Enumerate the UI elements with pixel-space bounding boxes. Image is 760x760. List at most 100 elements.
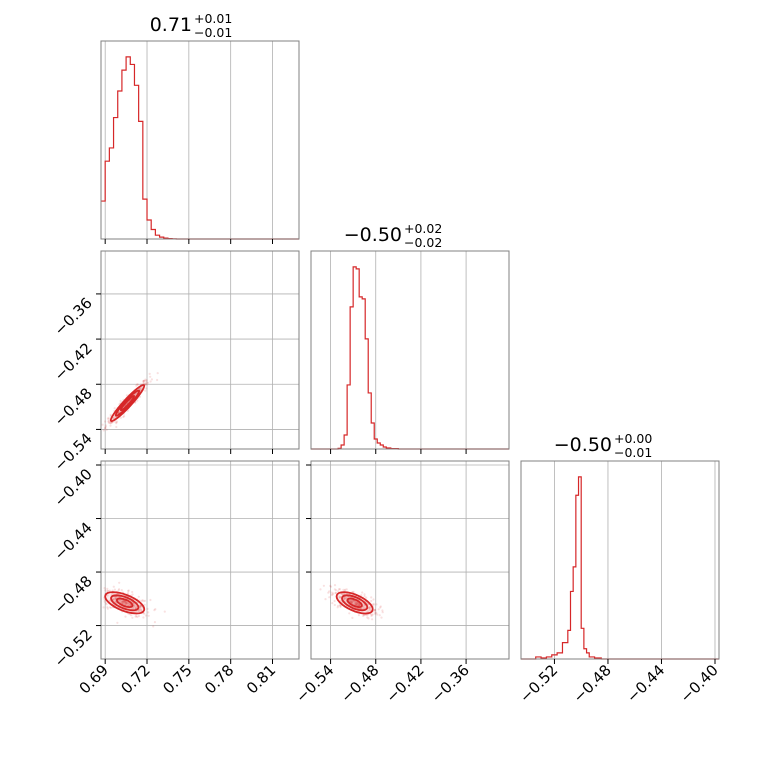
scatter-point <box>94 592 96 594</box>
scatter-point <box>343 597 346 600</box>
scatter-point <box>117 589 120 592</box>
scatter-point <box>104 426 107 430</box>
scatter-point <box>142 616 145 619</box>
scatter-point <box>107 416 110 419</box>
scatter-point <box>349 600 352 603</box>
scatter-point <box>142 382 145 385</box>
scatter-point <box>131 616 134 619</box>
scatter-point <box>143 612 146 615</box>
scatter-point <box>355 602 358 605</box>
scatter-point <box>140 599 143 603</box>
scatter-point <box>114 597 117 600</box>
scatter-point <box>328 596 331 599</box>
scatter-point <box>104 427 107 430</box>
scatter-point <box>143 599 147 602</box>
scatter-point <box>112 585 115 588</box>
scatter-point <box>142 379 145 382</box>
scatter-point <box>133 604 136 608</box>
x-tick-label: 0.72 <box>117 661 153 697</box>
scatter-point <box>131 590 134 594</box>
scatter-point <box>333 603 336 607</box>
scatter-point <box>137 615 140 618</box>
scatter-point <box>139 608 143 611</box>
scatter-point <box>105 602 108 605</box>
scatter-point <box>104 420 107 423</box>
scatter-point <box>371 618 374 621</box>
scatter-point <box>374 611 377 614</box>
scatter-point <box>120 600 123 604</box>
scatter-point <box>374 612 377 615</box>
scatter-point <box>98 594 100 596</box>
scatter-point <box>137 609 141 612</box>
scatter-point <box>319 588 322 591</box>
scatter-point <box>90 596 92 598</box>
scatter-point <box>349 600 352 604</box>
diagonal-title-plus: +0.01 <box>194 11 232 26</box>
scatter-point <box>355 601 358 604</box>
scatter-point <box>363 595 366 598</box>
scatter-point <box>109 606 113 609</box>
scatter-point <box>353 600 356 603</box>
scatter-point <box>349 599 352 602</box>
scatter-point <box>146 381 150 384</box>
scatter-point <box>375 603 378 606</box>
scatter-point <box>363 593 366 596</box>
scatter-point <box>96 598 98 600</box>
scatter-point <box>109 424 112 427</box>
scatter-point <box>381 611 384 614</box>
scatter-point <box>114 600 117 603</box>
histogram-step <box>101 56 299 240</box>
scatter-point <box>136 615 139 619</box>
scatter-point <box>378 614 381 617</box>
scatter-point <box>156 372 159 375</box>
scatter-point <box>351 599 354 602</box>
scatter-point <box>142 382 145 385</box>
density-contour-0 <box>335 591 374 615</box>
diagonal-title-minus: −0.01 <box>194 25 232 40</box>
scatter-point <box>355 601 358 604</box>
scatter-point <box>141 599 144 602</box>
scatter-point <box>354 601 357 604</box>
scatter-point <box>115 425 118 429</box>
scatter-point <box>122 600 125 603</box>
panel-frame <box>520 460 720 660</box>
scatter-point <box>136 383 139 386</box>
scatter-point <box>111 589 114 592</box>
scatter-point <box>368 605 371 609</box>
scatter-point <box>352 590 355 594</box>
scatter-point <box>330 591 333 594</box>
y-tick-label: −0.36 <box>51 294 96 339</box>
scatter-point <box>127 589 130 593</box>
scatter-point <box>102 429 105 432</box>
scatter-point <box>343 597 347 600</box>
scatter-point <box>351 601 354 604</box>
scatter-point <box>103 600 106 603</box>
scatter-point <box>145 383 148 386</box>
scatter-point <box>375 611 378 614</box>
scatter-point <box>108 421 111 424</box>
scatter-point <box>124 601 127 604</box>
scatter-point <box>106 594 109 597</box>
scatter-point <box>343 589 346 592</box>
scatter-point <box>124 601 127 605</box>
scatter-point <box>139 604 142 607</box>
x-tick-label: 0.78 <box>201 661 237 697</box>
scatter-point <box>381 609 384 612</box>
diagonal-title-value: −0.50 <box>554 434 612 456</box>
scatter-point <box>109 413 112 416</box>
scatter-point <box>150 378 153 381</box>
scatter-point <box>149 598 152 602</box>
scatter-point <box>101 423 104 426</box>
scatter-point <box>335 589 338 592</box>
scatter-point <box>104 425 107 428</box>
scatter-point <box>333 588 336 591</box>
scatter-point <box>343 596 346 599</box>
scatter-point <box>125 601 128 604</box>
scatter-point <box>339 605 342 608</box>
scatter-point <box>327 591 330 594</box>
scatter-point <box>367 609 370 612</box>
scatter-group <box>101 372 159 432</box>
scatter-point <box>356 603 359 606</box>
scatter-point <box>338 588 342 591</box>
y-tick-label: −0.44 <box>51 519 96 564</box>
